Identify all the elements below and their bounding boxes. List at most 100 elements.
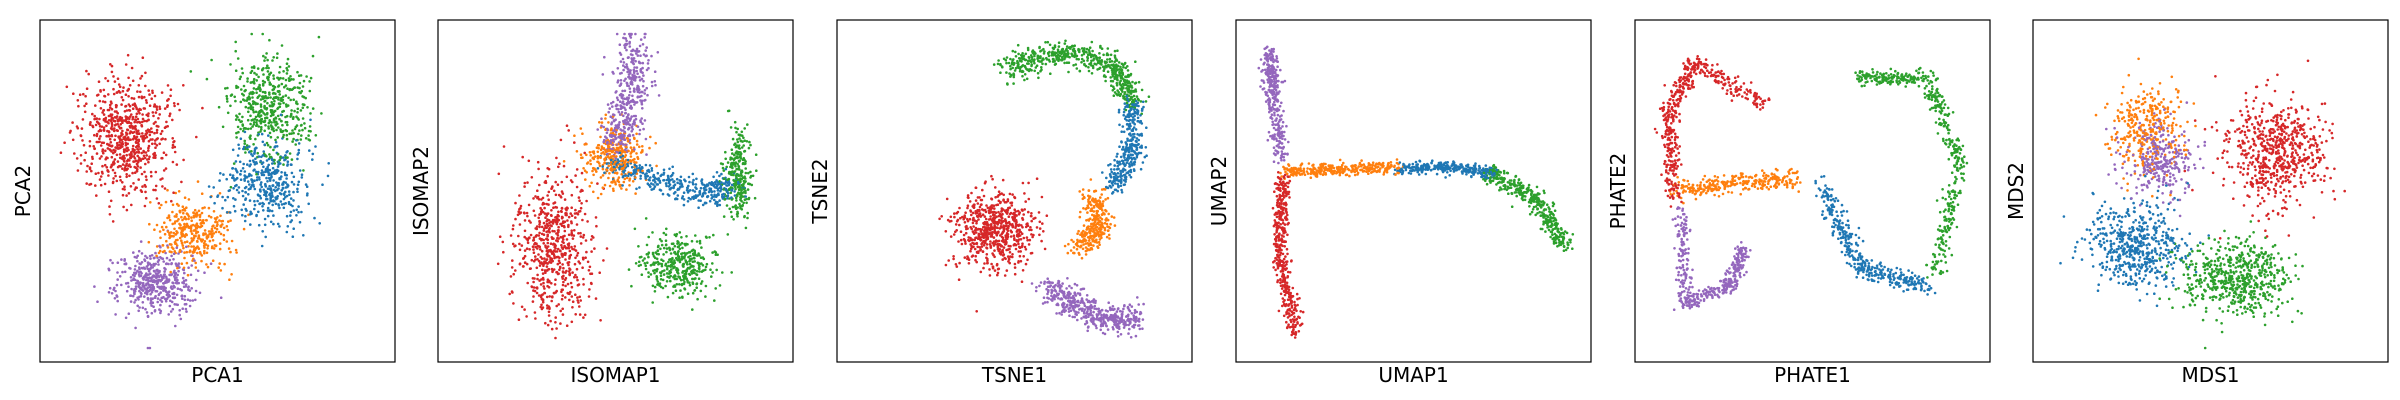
scatter-point-red	[98, 140, 101, 144]
scatter-point-red	[582, 283, 585, 286]
scatter-point-green	[262, 73, 265, 76]
scatter-point-blue	[260, 244, 264, 248]
scatter-point-red	[558, 268, 561, 272]
scatter-point-red	[95, 94, 99, 97]
scatter-point-green	[734, 183, 738, 186]
scatter-point-red	[144, 185, 147, 188]
scatter-point-blue	[710, 197, 713, 200]
scatter-point-red	[538, 213, 541, 216]
scatter-point-green	[654, 261, 658, 265]
scatter-point-purple	[623, 106, 626, 109]
scatter-point-purple	[198, 291, 202, 295]
scatter-point-purple	[133, 274, 136, 278]
scatter-point-red	[514, 201, 517, 205]
scatter-point-orange	[225, 240, 229, 243]
scatter-point-orange	[617, 148, 620, 152]
scatter-point-blue	[691, 172, 695, 176]
scatter-point-green	[295, 101, 298, 105]
scatter-point-green	[656, 245, 660, 249]
scatter-point-red	[85, 102, 88, 105]
scatter-point-purple	[626, 70, 629, 74]
scatter-point-red	[130, 96, 134, 100]
scatter-point-red	[523, 181, 527, 185]
scatter-point-orange	[168, 243, 172, 246]
scatter-point-blue	[219, 172, 222, 175]
scatter-point-purple	[610, 139, 614, 142]
scatter-point-orange	[209, 230, 212, 233]
scatter-point-orange	[185, 250, 189, 254]
scatter-point-blue	[245, 176, 249, 179]
scatter-point-orange	[163, 232, 167, 236]
scatter-point-blue	[264, 192, 268, 196]
scatter-point-purple	[650, 54, 653, 58]
scatter-point-orange	[235, 251, 238, 254]
scatter-point-green	[273, 99, 276, 103]
scatter-point-purple	[137, 271, 141, 274]
scatter-point-orange	[598, 162, 601, 165]
scatter-point-purple	[644, 98, 647, 102]
scatter-point-purple	[632, 68, 636, 72]
scatter-point-blue	[260, 171, 263, 175]
scatter-point-red	[526, 181, 529, 184]
scatter-point-red	[546, 230, 550, 233]
scatter-point-green	[711, 271, 714, 274]
scatter-point-orange	[162, 228, 165, 232]
scatter-point-green	[267, 78, 270, 82]
scatter-point-red	[148, 129, 151, 132]
scatter-point-orange	[230, 273, 233, 276]
scatter-point-red	[545, 220, 548, 223]
scatter-point-blue	[639, 174, 642, 178]
scatter-point-green	[286, 57, 290, 61]
scatter-point-purple	[631, 100, 635, 103]
scatter-point-orange	[168, 218, 172, 222]
scatter-point-blue	[264, 167, 268, 171]
scatter-point-blue	[297, 142, 301, 145]
scatter-point-green	[300, 134, 303, 137]
scatter-point-orange	[599, 176, 603, 179]
scatter-point-green	[272, 56, 276, 59]
scatter-point-blue	[699, 186, 703, 190]
scatter-point-red	[588, 288, 591, 291]
scatter-point-green	[264, 91, 267, 94]
scatter-point-green	[723, 197, 727, 201]
scatter-point-orange	[575, 150, 579, 153]
scatter-point-red	[547, 305, 551, 308]
scatter-point-orange	[623, 151, 627, 154]
scatter-point-orange	[579, 127, 583, 130]
scatter-point-purple	[600, 124, 603, 128]
scatter-point-purple	[643, 119, 647, 122]
scatter-point-orange	[592, 157, 596, 161]
scatter-point-green	[698, 270, 701, 273]
scatter-point-blue	[686, 191, 690, 194]
scatter-point-purple	[616, 81, 619, 84]
scatter-point-purple	[627, 128, 630, 131]
scatter-point-blue	[618, 151, 622, 155]
scatter-point-red	[556, 255, 560, 259]
scatter-point-purple	[127, 312, 131, 316]
scatter-point-purple	[152, 305, 155, 309]
scatter-point-purple	[623, 130, 627, 134]
scatter-point-green	[275, 128, 278, 132]
scatter-point-purple	[180, 294, 183, 298]
scatter-point-blue	[296, 187, 299, 191]
scatter-point-red	[594, 297, 598, 300]
scatter-point-blue	[688, 180, 691, 184]
scatter-point-blue	[272, 214, 275, 217]
scatter-point-orange	[588, 184, 592, 188]
scatter-point-purple	[628, 45, 632, 48]
scatter-point-red	[542, 242, 545, 245]
scatter-point-green	[278, 65, 282, 69]
scatter-point-green	[263, 129, 267, 133]
scatter-point-red	[567, 242, 571, 245]
scatter-point-red	[144, 175, 148, 178]
scatter-point-blue	[653, 185, 657, 188]
scatter-point-purple	[612, 119, 616, 123]
scatter-point-green	[739, 151, 742, 154]
scatter-point-red	[138, 107, 141, 111]
scatter-point-orange	[197, 246, 200, 250]
scatter-point-purple	[615, 103, 618, 107]
scatter-point-green	[659, 247, 662, 251]
scatter-point-orange	[170, 246, 174, 249]
scatter-point-purple	[107, 267, 110, 271]
scatter-point-red	[552, 291, 556, 295]
